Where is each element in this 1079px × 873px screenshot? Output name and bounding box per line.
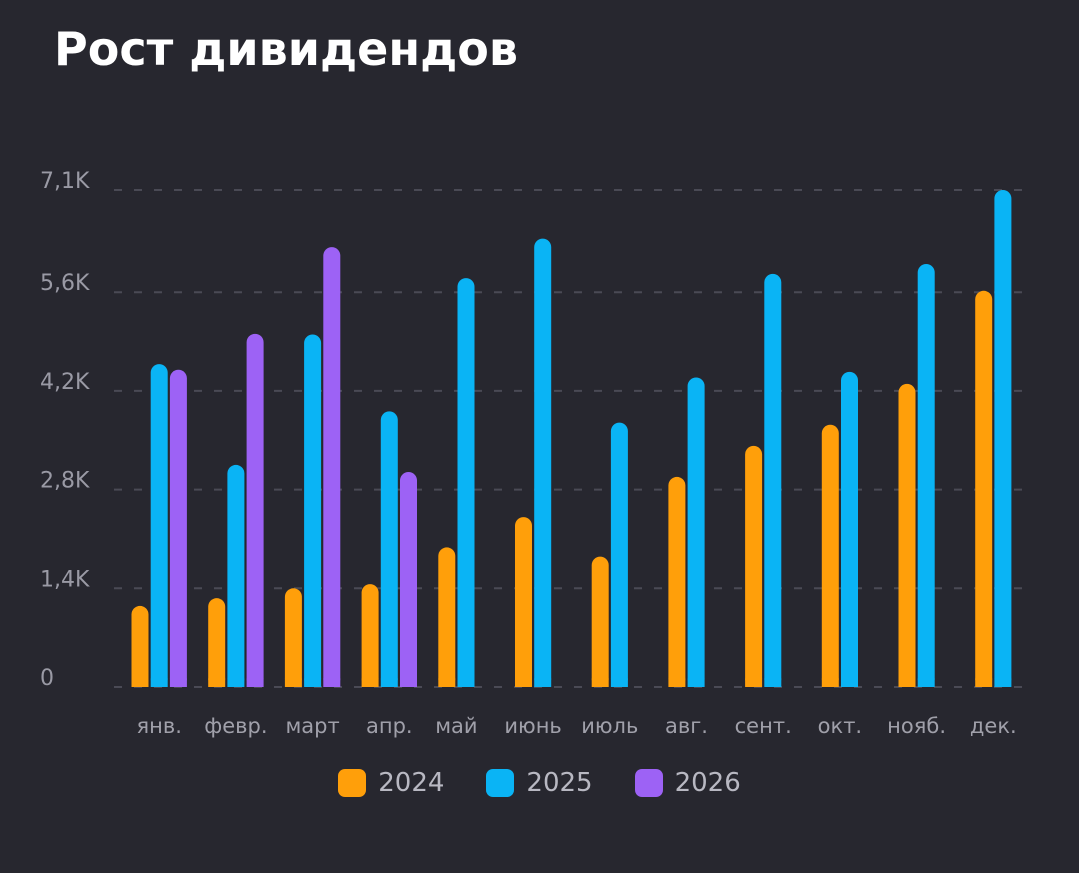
y-tick-label: 5,6K — [40, 271, 90, 296]
bar-2025-4 — [457, 278, 475, 687]
bar-base-2024-11 — [975, 678, 993, 687]
bar-2024-11 — [975, 290, 993, 687]
bar-base-2024-10 — [898, 678, 916, 687]
legend-label: 2026 — [674, 768, 741, 798]
bar-base-2024-9 — [821, 678, 839, 687]
bar-base-2025-4 — [457, 678, 475, 687]
bar-base-2024-2 — [284, 678, 302, 687]
legend-swatch — [634, 769, 663, 797]
bar-2025-9 — [841, 371, 858, 687]
bar-base-2024-1 — [208, 678, 226, 687]
bar-base-2024-5 — [515, 678, 532, 687]
bar-2024-8 — [745, 445, 763, 687]
bar-2026-0 — [169, 369, 187, 687]
bar-2024-6 — [591, 556, 609, 687]
bar-base-2025-9 — [841, 678, 858, 687]
legend-swatch — [338, 769, 367, 797]
bar-2024-9 — [821, 424, 839, 687]
chart-title: Рост дивидендов — [54, 22, 518, 76]
bar-2025-3 — [380, 411, 398, 687]
bars — [131, 190, 1012, 688]
bar-base-2026-1 — [246, 678, 264, 687]
bar-2026-3 — [400, 471, 417, 687]
bar-2025-6 — [610, 422, 628, 687]
bar-2025-2 — [304, 334, 322, 687]
bar-2025-0 — [150, 364, 168, 687]
legend: 2024 2025 2026 — [0, 768, 1079, 798]
bar-2024-2 — [284, 588, 302, 687]
legend-item-2024[interactable]: 2024 — [338, 768, 444, 798]
bar-base-2025-8 — [764, 678, 782, 687]
bar-base-2025-2 — [304, 678, 322, 687]
bar-2024-4 — [438, 547, 456, 687]
bar-2024-1 — [208, 598, 226, 687]
bar-2025-10 — [917, 264, 935, 687]
bar-base-2024-8 — [745, 678, 763, 687]
x-tick-label: февр. — [204, 714, 267, 738]
legend-swatch — [486, 769, 515, 797]
bar-2025-5 — [534, 238, 552, 687]
grid-lines — [114, 189, 1030, 688]
bar-base-2025-3 — [380, 678, 398, 687]
x-tick-label: май — [435, 714, 477, 738]
bar-base-2026-3 — [400, 678, 417, 687]
bar-2024-3 — [361, 584, 379, 687]
bar-base-2026-0 — [169, 678, 187, 687]
x-tick-label: июнь — [504, 714, 561, 738]
bar-base-2026-2 — [323, 678, 341, 687]
x-tick-label: дек. — [970, 714, 1017, 738]
bar-base-2024-6 — [591, 678, 609, 687]
bar-2024-7 — [668, 476, 686, 687]
bar-base-2024-7 — [668, 678, 686, 687]
bar-base-2025-7 — [687, 678, 705, 687]
legend-item-2026[interactable]: 2026 — [634, 768, 741, 798]
bar-2025-8 — [764, 273, 782, 687]
y-tick-label: 4,2K — [40, 370, 90, 395]
bar-base-2025-1 — [227, 678, 245, 687]
y-tick-label: 7,1K — [40, 169, 90, 194]
x-tick-label: янв. — [136, 714, 181, 738]
bar-2025-11 — [994, 190, 1012, 687]
bar-2026-2 — [323, 247, 341, 688]
x-tick-label: март — [285, 714, 339, 738]
bar-base-2025-5 — [534, 678, 552, 687]
y-tick-label: 2,8K — [40, 469, 90, 494]
y-axis-ticks: 0 1,4K 2,8K 4,2K 5,6K 7,1K — [40, 169, 90, 691]
x-tick-label: нояб. — [887, 714, 946, 738]
bar-2024-0 — [131, 605, 149, 687]
bar-2024-5 — [515, 517, 532, 687]
bar-2025-7 — [687, 377, 705, 687]
bar-2026-1 — [246, 333, 264, 687]
bar-base-2025-6 — [610, 678, 628, 687]
legend-label: 2024 — [378, 768, 445, 798]
bar-base-2024-0 — [131, 678, 149, 687]
x-axis-ticks: янв. февр. март апр. май июнь июль авг. сент. окт… — [136, 714, 1016, 738]
x-tick-label: июль — [581, 714, 638, 738]
y-tick-label: 1,4K — [40, 567, 90, 592]
legend-item-2025[interactable]: 2025 — [486, 768, 593, 798]
bar-2025-1 — [227, 464, 245, 687]
legend-label: 2025 — [526, 768, 593, 798]
y-tick-label: 0 — [40, 666, 54, 691]
bar-base-2025-10 — [917, 678, 935, 687]
x-tick-label: сент. — [735, 714, 792, 738]
bar-2024-10 — [898, 383, 916, 687]
bar-base-2025-0 — [150, 678, 168, 687]
bar-base-2024-4 — [438, 678, 456, 687]
bar-base-2025-11 — [994, 678, 1012, 687]
x-tick-label: апр. — [366, 714, 413, 738]
bar-base-2024-3 — [361, 678, 379, 687]
x-tick-label: окт. — [818, 714, 862, 738]
x-tick-label: авг. — [665, 714, 708, 738]
